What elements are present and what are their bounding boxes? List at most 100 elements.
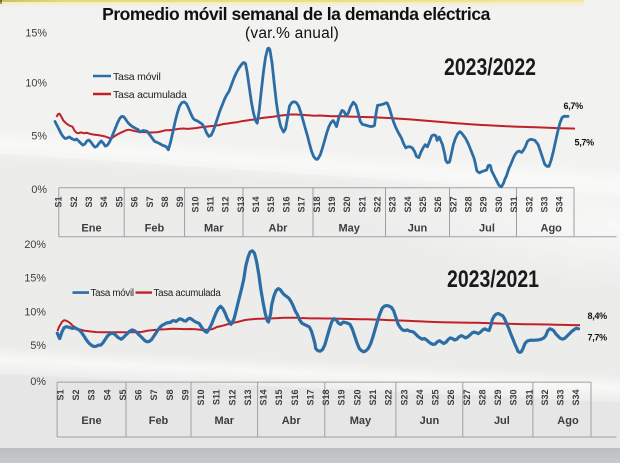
svg-text:S27: S27 — [462, 390, 472, 406]
svg-text:S31: S31 — [509, 197, 519, 213]
svg-text:S11: S11 — [212, 390, 222, 406]
svg-text:15%: 15% — [25, 28, 47, 40]
svg-text:S1: S1 — [54, 197, 64, 208]
svg-text:S17: S17 — [297, 197, 307, 213]
svg-text:S25: S25 — [418, 197, 428, 213]
svg-text:5%: 5% — [30, 340, 46, 352]
svg-text:S10: S10 — [196, 390, 206, 406]
svg-text:S2: S2 — [71, 390, 81, 401]
svg-text:Ago: Ago — [557, 415, 579, 427]
svg-text:S7: S7 — [149, 390, 159, 401]
svg-text:S2: S2 — [69, 197, 79, 208]
svg-text:S23: S23 — [388, 197, 398, 213]
svg-text:Tasa acumulada: Tasa acumulada — [113, 89, 187, 101]
svg-text:2023/2022: 2023/2022 — [444, 54, 536, 81]
svg-text:S5: S5 — [118, 390, 128, 401]
svg-text:Mar: Mar — [215, 415, 235, 427]
svg-text:S6: S6 — [134, 390, 144, 401]
svg-text:S25: S25 — [431, 390, 441, 406]
svg-text:S26: S26 — [433, 197, 443, 213]
svg-text:S33: S33 — [556, 390, 566, 406]
svg-text:S32: S32 — [524, 197, 534, 213]
svg-text:Jun: Jun — [408, 223, 428, 235]
svg-text:S14: S14 — [259, 390, 269, 406]
svg-text:S24: S24 — [403, 197, 413, 213]
svg-text:Ago: Ago — [541, 223, 563, 235]
svg-text:Ene: Ene — [81, 415, 101, 427]
svg-text:S28: S28 — [464, 197, 474, 213]
svg-text:S6: S6 — [130, 197, 140, 208]
svg-text:S21: S21 — [368, 390, 378, 406]
svg-text:S23: S23 — [399, 390, 409, 406]
svg-text:6,7%: 6,7% — [564, 101, 584, 111]
svg-text:S4: S4 — [102, 390, 112, 401]
svg-text:Feb: Feb — [149, 415, 169, 427]
svg-text:S30: S30 — [509, 390, 519, 406]
svg-text:S32: S32 — [540, 390, 550, 406]
svg-text:5,7%: 5,7% — [575, 138, 595, 148]
svg-text:S18: S18 — [312, 197, 322, 213]
svg-text:10%: 10% — [25, 78, 47, 90]
svg-text:S26: S26 — [446, 390, 456, 406]
svg-text:S16: S16 — [290, 390, 300, 406]
svg-text:Jul: Jul — [494, 415, 510, 427]
svg-text:Tasa móvil: Tasa móvil — [113, 71, 161, 83]
svg-text:S22: S22 — [373, 197, 383, 213]
svg-text:Jun: Jun — [420, 415, 440, 427]
svg-text:S15: S15 — [274, 390, 284, 406]
svg-text:5%: 5% — [31, 131, 47, 143]
svg-text:0%: 0% — [31, 184, 47, 196]
svg-text:S19: S19 — [327, 197, 337, 213]
svg-text:S8: S8 — [160, 197, 170, 208]
svg-text:Abr: Abr — [269, 223, 289, 235]
svg-text:Feb: Feb — [145, 223, 165, 235]
svg-text:S28: S28 — [477, 390, 487, 406]
svg-text:S8: S8 — [165, 390, 175, 401]
svg-text:Ene: Ene — [81, 223, 101, 235]
svg-text:S29: S29 — [479, 197, 489, 213]
svg-text:S11: S11 — [206, 197, 216, 213]
svg-text:S31: S31 — [524, 390, 534, 406]
svg-text:Tasa acumulada: Tasa acumulada — [154, 288, 222, 299]
svg-text:S21: S21 — [357, 197, 367, 213]
svg-text:May: May — [338, 223, 360, 235]
svg-text:S17: S17 — [306, 390, 316, 406]
svg-text:S7: S7 — [145, 197, 155, 208]
svg-text:S19: S19 — [337, 390, 347, 406]
svg-text:S18: S18 — [321, 390, 331, 406]
svg-text:Abr: Abr — [282, 415, 302, 427]
svg-text:S34: S34 — [555, 197, 565, 213]
svg-text:S10: S10 — [190, 197, 200, 213]
svg-text:Mar: Mar — [204, 223, 224, 235]
svg-text:10%: 10% — [24, 306, 46, 318]
svg-text:S27: S27 — [448, 197, 458, 213]
svg-text:S12: S12 — [227, 390, 237, 406]
svg-text:S1: S1 — [55, 390, 65, 401]
svg-text:S30: S30 — [494, 197, 504, 213]
svg-text:S29: S29 — [493, 390, 503, 406]
svg-text:S3: S3 — [84, 197, 94, 208]
svg-text:S3: S3 — [87, 390, 97, 401]
svg-text:Jul: Jul — [479, 223, 495, 235]
svg-text:S4: S4 — [99, 197, 109, 208]
svg-text:7,7%: 7,7% — [588, 333, 608, 343]
svg-text:S12: S12 — [221, 197, 231, 213]
svg-text:2023/2021: 2023/2021 — [447, 266, 539, 293]
svg-text:Tasa móvil: Tasa móvil — [91, 288, 134, 299]
svg-text:8,4%: 8,4% — [588, 311, 608, 321]
svg-text:S24: S24 — [415, 390, 425, 406]
svg-text:S15: S15 — [266, 197, 276, 213]
svg-text:S22: S22 — [384, 390, 394, 406]
svg-text:S34: S34 — [571, 390, 581, 406]
svg-text:S16: S16 — [281, 197, 291, 213]
svg-text:S13: S13 — [236, 197, 246, 213]
svg-text:Promedio móvil semanal de la d: Promedio móvil semanal de la demanda elé… — [102, 4, 491, 24]
svg-text:S9: S9 — [180, 390, 190, 401]
svg-text:0%: 0% — [30, 376, 46, 388]
svg-text:S14: S14 — [251, 197, 261, 213]
svg-text:S20: S20 — [342, 197, 352, 213]
svg-text:May: May — [350, 415, 372, 427]
svg-text:S13: S13 — [243, 390, 253, 406]
svg-text:S33: S33 — [540, 197, 550, 213]
svg-text:S5: S5 — [114, 197, 124, 208]
